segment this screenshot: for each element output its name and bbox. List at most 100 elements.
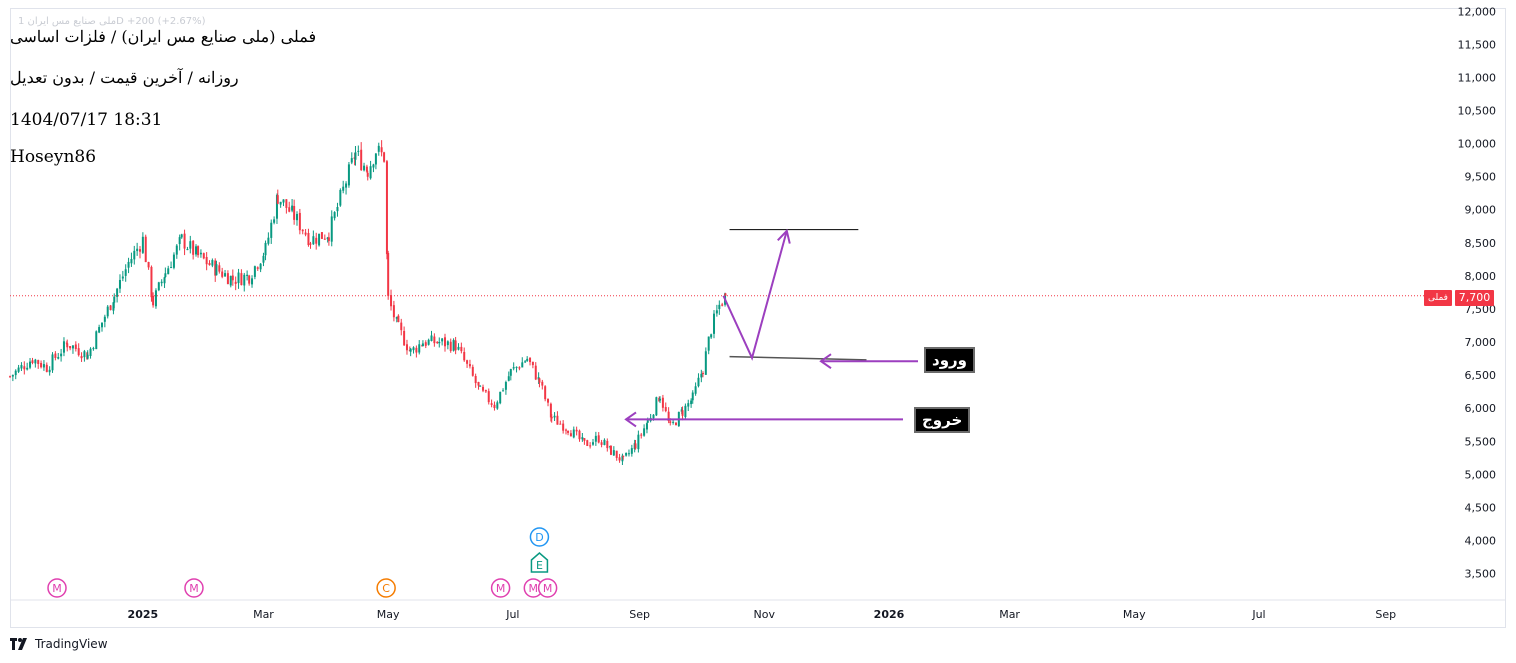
event-letter: M bbox=[496, 582, 506, 595]
candle-body bbox=[275, 194, 278, 219]
candle-body bbox=[320, 232, 323, 239]
candle-body bbox=[256, 267, 259, 269]
candle-body bbox=[538, 378, 541, 383]
candle-body bbox=[318, 233, 321, 246]
candle-body bbox=[211, 260, 214, 266]
x-tick-label: Sep bbox=[1375, 608, 1396, 621]
candle-body bbox=[674, 422, 677, 426]
candle-body bbox=[26, 367, 29, 370]
candle-body bbox=[581, 437, 584, 440]
candle-body bbox=[403, 330, 406, 346]
event-letter: M bbox=[189, 582, 199, 595]
candle-body bbox=[691, 392, 694, 401]
event-letter: E bbox=[536, 559, 543, 572]
candle-body bbox=[684, 405, 687, 418]
candle-body bbox=[454, 340, 457, 351]
x-tick-label: Jul bbox=[1251, 608, 1265, 621]
candle-body bbox=[718, 304, 721, 310]
candle-body bbox=[612, 450, 615, 456]
candle-body bbox=[106, 306, 109, 317]
tradingview-logo[interactable]: TradingView bbox=[10, 637, 108, 651]
candle-body bbox=[721, 304, 724, 306]
candle-body bbox=[276, 195, 279, 204]
candle-body bbox=[397, 315, 400, 322]
candle-body bbox=[502, 390, 505, 392]
y-tick-label: 3,500 bbox=[1465, 568, 1497, 581]
candle-body bbox=[246, 274, 249, 276]
candle-body bbox=[405, 344, 408, 351]
candle-body bbox=[139, 249, 142, 252]
candle-body bbox=[681, 410, 684, 416]
candle-body bbox=[14, 370, 17, 376]
candle-body bbox=[518, 367, 521, 369]
candle-body bbox=[285, 199, 288, 208]
candle-body bbox=[529, 357, 532, 363]
candle-body bbox=[625, 452, 628, 456]
candle-body bbox=[218, 265, 221, 272]
candle-body bbox=[199, 252, 202, 255]
last-price-badge: 7,700 bbox=[1455, 290, 1494, 306]
candle-body bbox=[652, 414, 655, 419]
candle-body bbox=[214, 260, 217, 276]
candle-body bbox=[240, 273, 243, 286]
y-tick-label: 9,000 bbox=[1465, 204, 1497, 217]
candle-body bbox=[559, 423, 562, 425]
candle-body bbox=[144, 236, 147, 263]
candle-body bbox=[133, 250, 136, 260]
candle-body bbox=[441, 338, 444, 342]
candle-body bbox=[374, 153, 377, 165]
candle-body bbox=[172, 254, 175, 268]
candle-body bbox=[288, 207, 291, 212]
candle-body bbox=[553, 415, 556, 418]
candle-body bbox=[221, 271, 224, 277]
candle-body bbox=[646, 420, 649, 423]
candle-body bbox=[60, 353, 63, 357]
candle-body bbox=[342, 186, 345, 191]
candle-body bbox=[412, 347, 415, 351]
candle-body bbox=[34, 359, 37, 364]
candle-body bbox=[237, 272, 240, 284]
candle-body bbox=[421, 343, 424, 347]
candle-body bbox=[415, 347, 418, 353]
candle-body bbox=[594, 435, 597, 442]
candle-body bbox=[569, 433, 572, 437]
candle-body bbox=[418, 344, 421, 353]
candle-body bbox=[600, 442, 603, 445]
candle-body bbox=[124, 269, 127, 276]
candle-body bbox=[17, 367, 20, 372]
candle-body bbox=[339, 189, 342, 206]
candle-body bbox=[98, 327, 101, 333]
candle-body bbox=[95, 331, 98, 350]
timestamp: 1404/07/17 18:31 bbox=[10, 110, 163, 130]
candle-body bbox=[333, 212, 336, 219]
event-meeting-icon bbox=[47, 578, 67, 598]
candle-body bbox=[312, 236, 315, 245]
candle-body bbox=[531, 361, 534, 366]
candle-body bbox=[267, 237, 270, 244]
candle-body bbox=[713, 313, 716, 334]
candle-body bbox=[186, 249, 189, 251]
x-tick-label: 2026 bbox=[874, 608, 905, 621]
x-tick-label: Jul bbox=[505, 608, 519, 621]
candle-body bbox=[490, 403, 493, 405]
y-tick-label: 8,000 bbox=[1465, 270, 1497, 283]
candle-body bbox=[372, 164, 375, 168]
candle-body bbox=[534, 365, 537, 380]
candle-body bbox=[127, 261, 130, 268]
candle-body bbox=[724, 293, 727, 296]
candle-body bbox=[377, 145, 380, 152]
candle-body bbox=[121, 276, 124, 279]
exit-note[interactable]: خروج bbox=[914, 407, 971, 433]
candle-body bbox=[474, 376, 477, 384]
candle-body bbox=[309, 243, 312, 245]
candle-body bbox=[409, 348, 412, 352]
y-tick-label: 5,000 bbox=[1465, 468, 1497, 481]
candle-body bbox=[392, 305, 395, 318]
candle-body bbox=[29, 361, 32, 368]
candle-body bbox=[504, 382, 507, 390]
candle-body bbox=[565, 429, 568, 431]
entry-note[interactable]: ورود bbox=[924, 347, 975, 373]
candle-body bbox=[575, 429, 578, 432]
